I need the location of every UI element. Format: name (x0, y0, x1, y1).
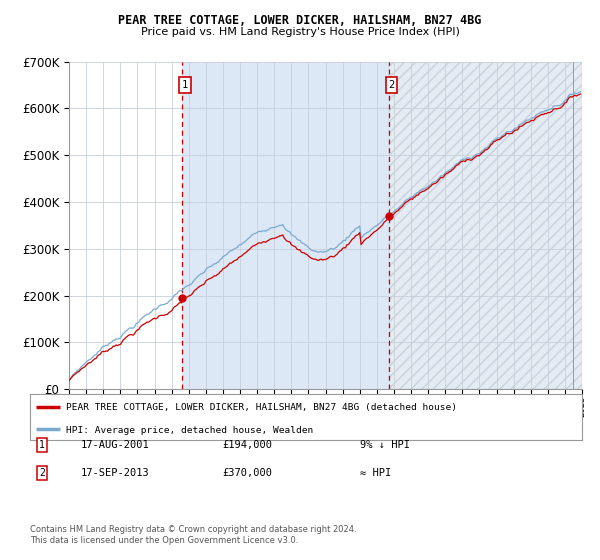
Text: PEAR TREE COTTAGE, LOWER DICKER, HAILSHAM, BN27 4BG: PEAR TREE COTTAGE, LOWER DICKER, HAILSHA… (118, 14, 482, 27)
Text: 2: 2 (39, 468, 45, 478)
Text: 1: 1 (39, 440, 45, 450)
Text: Price paid vs. HM Land Registry's House Price Index (HPI): Price paid vs. HM Land Registry's House … (140, 27, 460, 37)
Text: 2: 2 (388, 80, 395, 90)
Text: 17-AUG-2001: 17-AUG-2001 (81, 440, 150, 450)
Text: ≈ HPI: ≈ HPI (360, 468, 391, 478)
Text: £194,000: £194,000 (222, 440, 272, 450)
Text: Contains HM Land Registry data © Crown copyright and database right 2024.: Contains HM Land Registry data © Crown c… (30, 525, 356, 534)
Bar (389, 62, 582, 389)
Text: 1: 1 (182, 80, 188, 90)
Text: HPI: Average price, detached house, Wealden: HPI: Average price, detached house, Weal… (66, 426, 313, 435)
Bar (69, 62, 182, 389)
Text: PEAR TREE COTTAGE, LOWER DICKER, HAILSHAM, BN27 4BG (detached house): PEAR TREE COTTAGE, LOWER DICKER, HAILSHA… (66, 403, 457, 412)
Text: £370,000: £370,000 (222, 468, 272, 478)
Text: 17-SEP-2013: 17-SEP-2013 (81, 468, 150, 478)
Text: 9% ↓ HPI: 9% ↓ HPI (360, 440, 410, 450)
Text: This data is licensed under the Open Government Licence v3.0.: This data is licensed under the Open Gov… (30, 536, 298, 545)
Bar (182, 62, 389, 389)
